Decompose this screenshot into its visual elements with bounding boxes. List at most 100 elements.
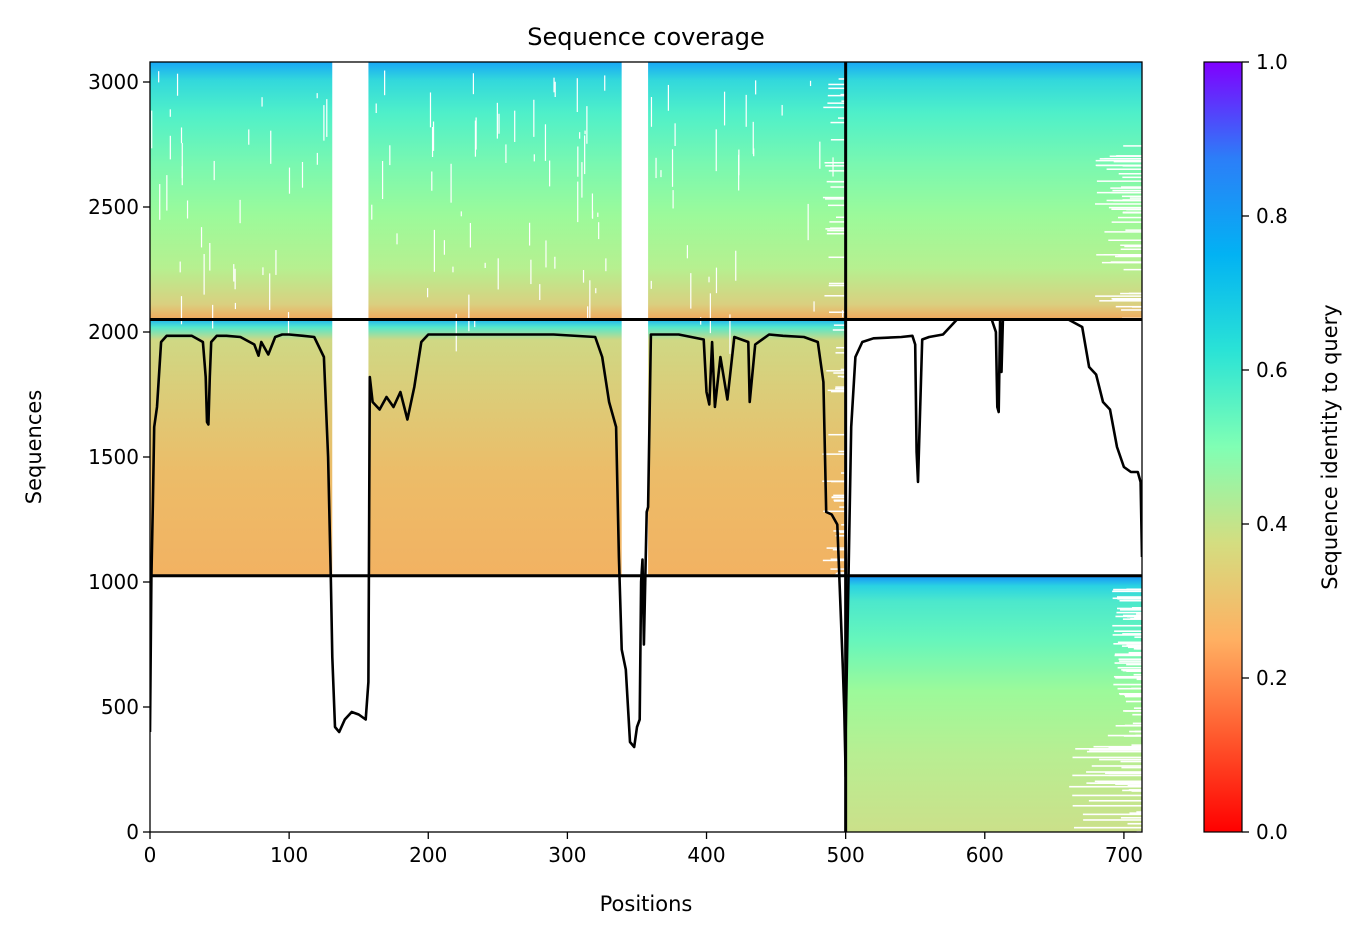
texture-mark (828, 282, 846, 285)
block-dividers (150, 62, 1142, 832)
texture-mark (835, 387, 846, 390)
coverage-line-chain1 (150, 333, 847, 778)
texture-mark (1117, 666, 1142, 669)
texture-mark (474, 319, 476, 328)
texture-mark (1114, 662, 1142, 664)
texture-mark (579, 132, 581, 139)
texture-mark (533, 99, 535, 137)
texture-mark (1120, 186, 1142, 188)
texture-mark (838, 117, 846, 119)
texture-mark (1096, 191, 1142, 194)
texture-mark (326, 99, 328, 137)
texture-mark (755, 80, 757, 95)
texture-mark (837, 572, 846, 574)
texture-mark (203, 254, 205, 295)
texture-mark (827, 204, 846, 207)
texture-mark (650, 280, 652, 289)
texture-mark (1115, 783, 1142, 785)
texture-mark (1123, 598, 1142, 600)
texture-mark (1118, 172, 1142, 175)
texture-mark (832, 329, 846, 331)
texture-mark (213, 160, 215, 181)
texture-mark (1108, 239, 1142, 242)
colorbar-tick-label: 0.4 (1256, 512, 1288, 536)
texture-mark (824, 295, 846, 297)
y-tick-label: 3000 (88, 70, 139, 94)
texture-mark (262, 267, 264, 276)
texture-mark (589, 280, 591, 321)
y-axis-title: Sequences (22, 390, 46, 505)
texture-mark (159, 184, 161, 220)
texture-mark (828, 433, 846, 436)
texture-mark (233, 264, 235, 282)
texture-mark (1136, 613, 1142, 615)
texture-mark (261, 97, 263, 107)
texture-mark (234, 302, 237, 310)
texture-mark (301, 161, 304, 188)
texture-mark (833, 324, 846, 326)
texture-mark (169, 109, 171, 117)
texture-mark (554, 256, 556, 269)
texture-mark (1122, 669, 1142, 672)
texture-mark (660, 170, 662, 178)
texture-mark (604, 75, 606, 91)
block-paired-chain2 (845, 62, 1142, 320)
texture-mark (1113, 643, 1142, 645)
texture-mark (838, 78, 846, 80)
texture-mark (745, 94, 747, 127)
texture-mark (831, 480, 846, 483)
texture-mark (1129, 812, 1142, 814)
texture-mark (484, 262, 486, 269)
texture-mark (1110, 187, 1142, 189)
texture-mark (1116, 607, 1142, 610)
texture-mark (1094, 780, 1142, 783)
texture-mark (1119, 609, 1142, 611)
texture-mark (1123, 614, 1142, 617)
texture-mark (838, 450, 846, 453)
texture-mark (496, 102, 498, 139)
texture-mark (270, 130, 272, 164)
texture-mark (1128, 789, 1142, 791)
texture-mark (1072, 774, 1142, 777)
texture-mark (823, 106, 846, 109)
texture-mark (1069, 785, 1142, 788)
texture-mark (822, 453, 846, 455)
texture-mark (586, 106, 588, 144)
coverage-blocks (150, 62, 1142, 832)
texture-mark (1105, 772, 1142, 775)
texture-mark (275, 250, 277, 275)
texture-mark (1096, 254, 1142, 256)
texture-mark (381, 161, 384, 199)
texture-mark (1089, 749, 1142, 751)
texture-mark (1116, 261, 1142, 264)
texture-mark (1089, 782, 1142, 785)
texture-mark (1093, 745, 1142, 748)
texture-mark (671, 149, 674, 187)
colorbar-gradient (1203, 61, 1243, 833)
texture-mark (1116, 155, 1142, 157)
texture-mark (1120, 781, 1142, 783)
texture-mark (1113, 160, 1142, 163)
colorbar-tick-label: 1.0 (1256, 50, 1288, 74)
texture-mark (1112, 634, 1142, 636)
texture-mark (1128, 292, 1142, 295)
texture-mark (431, 126, 434, 157)
texture-mark (1112, 298, 1142, 301)
texture-mark (1112, 189, 1142, 192)
texture-mark (431, 171, 433, 191)
texture-mark (841, 100, 846, 102)
y-tick-label: 1000 (88, 570, 139, 594)
texture-mark (738, 149, 740, 176)
texture-mark (1131, 744, 1142, 746)
texture-mark (549, 160, 551, 187)
texture-mark (829, 221, 846, 223)
texture-mark (827, 102, 846, 104)
texture-mark (1123, 268, 1142, 271)
texture-mark (1133, 707, 1142, 709)
texture-mark (1091, 765, 1142, 767)
texture-mark (1120, 817, 1142, 819)
texture-mark (830, 390, 846, 393)
texture-mark (709, 293, 711, 334)
texture-mark (554, 81, 556, 98)
